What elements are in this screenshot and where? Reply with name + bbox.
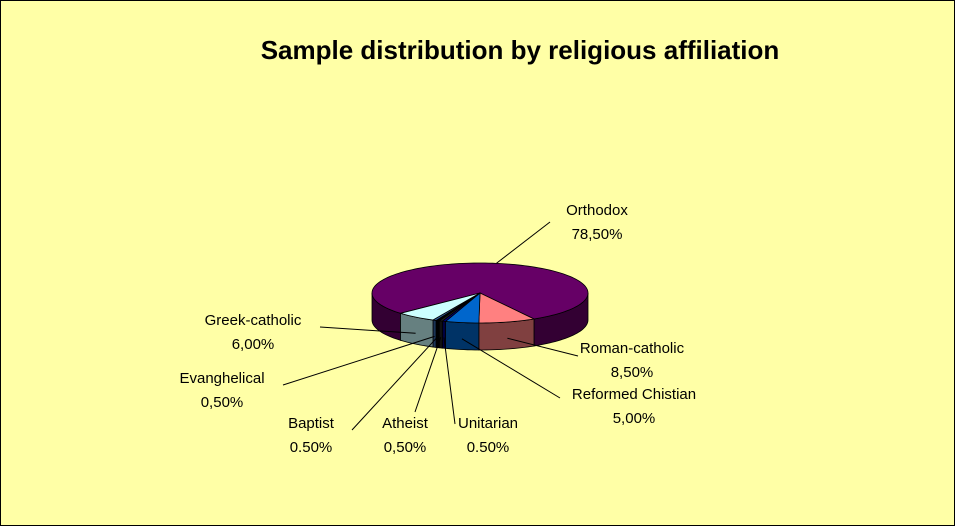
- slice-value-label: 78,50%: [572, 226, 623, 243]
- slice-side: [478, 318, 535, 351]
- slice-value-label: 5,00%: [613, 410, 656, 427]
- slice-label: Greek-catholic: [205, 312, 302, 329]
- slice-side: [432, 319, 437, 348]
- slice-value-label: 8,50%: [611, 364, 654, 381]
- leader-line: [319, 326, 416, 334]
- slice: [478, 292, 536, 324]
- slice-label: Atheist: [382, 415, 429, 432]
- slice-label: Baptist: [288, 415, 335, 432]
- slice-side: [438, 320, 443, 349]
- slice-label: Roman-catholic: [580, 340, 685, 357]
- slice-value-label: 0,50%: [201, 394, 244, 411]
- slice-value-label: 6,00%: [232, 336, 275, 353]
- chart-title: Sample distribution by religious affilia…: [261, 35, 780, 65]
- slice-value-label: 0.50%: [467, 439, 510, 456]
- slice-label: Evanghelical: [179, 370, 264, 387]
- slice-label: Unitarian: [458, 415, 518, 432]
- leader-line: [351, 336, 438, 431]
- slice-value-label: 0.50%: [290, 439, 333, 456]
- slice: [398, 292, 481, 321]
- leader-line: [507, 337, 579, 357]
- slice-label: Orthodox: [566, 202, 628, 219]
- leader-line: [443, 337, 456, 425]
- leader-line: [496, 221, 551, 264]
- leader-line: [414, 336, 442, 413]
- slice-value-label: 0,50%: [384, 439, 427, 456]
- leader-line: [461, 338, 561, 399]
- slice-label: Reformed Chistian: [572, 386, 696, 403]
- leader-line: [282, 335, 435, 386]
